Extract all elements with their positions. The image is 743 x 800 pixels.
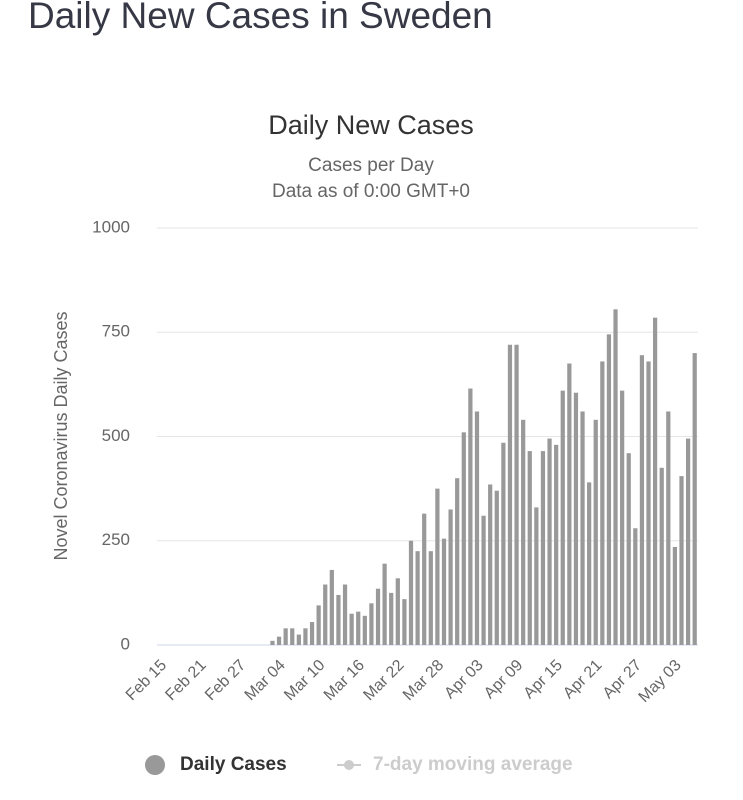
bar — [474, 411, 480, 645]
bar — [422, 513, 427, 645]
bar — [620, 390, 625, 645]
bar — [329, 569, 334, 645]
x-tick-label: Mar 04 — [242, 657, 289, 704]
page-title: Daily New Cases in Sweden — [28, 0, 493, 36]
x-tick-label: Apr 21 — [560, 657, 605, 702]
bar — [408, 540, 414, 645]
y-tick-label: 500 — [102, 426, 130, 445]
bar — [435, 488, 440, 645]
chart-subtitle: Data as of 0:00 GMT+0 — [272, 181, 470, 202]
bar — [685, 438, 691, 645]
bar — [560, 390, 565, 645]
legend-marker — [344, 760, 354, 770]
x-tick-label: Mar 16 — [321, 657, 368, 704]
bar — [646, 361, 651, 645]
bar — [494, 490, 499, 645]
bar — [362, 615, 367, 645]
bar — [382, 563, 387, 645]
x-tick-label: Apr 03 — [441, 657, 486, 702]
bar — [336, 594, 341, 645]
y-tick-label: 750 — [102, 322, 130, 341]
bar — [296, 634, 301, 645]
chart-subtitle: Cases per Day — [308, 155, 434, 176]
y-tick-label: 0 — [121, 634, 130, 653]
bar — [606, 334, 612, 645]
bar — [587, 482, 592, 645]
bar — [534, 507, 539, 645]
bar — [389, 592, 394, 645]
bar — [659, 467, 664, 645]
bar — [679, 476, 684, 645]
bar — [349, 613, 354, 645]
legend-label[interactable]: Daily Cases — [180, 754, 287, 775]
bar — [369, 603, 374, 645]
x-tick-label: Mar 28 — [400, 657, 447, 704]
x-tick-label: Mar 22 — [360, 657, 407, 704]
x-tick-label: Feb 15 — [123, 657, 170, 704]
y-tick-label: 1000 — [92, 217, 130, 236]
bar — [309, 622, 315, 645]
bar — [356, 611, 361, 645]
bar — [455, 478, 460, 645]
bar — [593, 419, 598, 645]
bar — [633, 528, 638, 645]
y-tick-label: 250 — [102, 530, 130, 549]
bar — [316, 605, 321, 645]
bar — [613, 309, 618, 645]
bar — [270, 640, 275, 645]
x-tick-label: Feb 21 — [162, 657, 209, 704]
bar — [626, 453, 631, 645]
bar — [547, 438, 552, 645]
bar — [323, 584, 328, 645]
bar — [567, 363, 572, 645]
bar — [481, 515, 486, 645]
bar — [501, 442, 506, 645]
bar — [672, 547, 678, 645]
legend-label[interactable]: 7-day moving average — [373, 754, 573, 775]
x-tick-label: Feb 27 — [202, 657, 249, 704]
x-tick-label: Apr 15 — [521, 657, 566, 702]
bar — [276, 636, 282, 645]
bar — [448, 509, 453, 645]
bar — [303, 628, 308, 645]
bar — [600, 361, 605, 645]
bar — [375, 588, 381, 645]
x-tick-label: Mar 10 — [281, 657, 328, 704]
bar — [395, 578, 400, 645]
bar — [514, 344, 519, 645]
bar — [342, 584, 348, 645]
bar — [527, 451, 532, 645]
bar — [507, 344, 513, 645]
bar — [653, 317, 658, 645]
legend-marker — [145, 755, 165, 775]
bar — [441, 538, 447, 645]
bar — [554, 444, 559, 645]
bar — [402, 599, 407, 645]
y-axis-title: Novel Coronavirus Daily Cases — [51, 311, 71, 560]
bar — [540, 451, 546, 645]
bar — [468, 388, 473, 645]
bar — [580, 411, 585, 645]
bar — [290, 628, 295, 645]
bar — [666, 411, 671, 645]
bar — [639, 355, 645, 645]
bar — [461, 432, 466, 645]
bar — [521, 419, 526, 645]
bar — [428, 551, 433, 645]
chart-title: Daily New Cases — [268, 110, 474, 140]
bar — [283, 628, 288, 645]
bar — [488, 484, 493, 645]
x-tick-label: Apr 09 — [481, 657, 526, 702]
x-tick-label: May 03 — [636, 657, 685, 706]
bar — [692, 353, 697, 645]
bar — [415, 551, 420, 645]
bar — [573, 392, 579, 645]
